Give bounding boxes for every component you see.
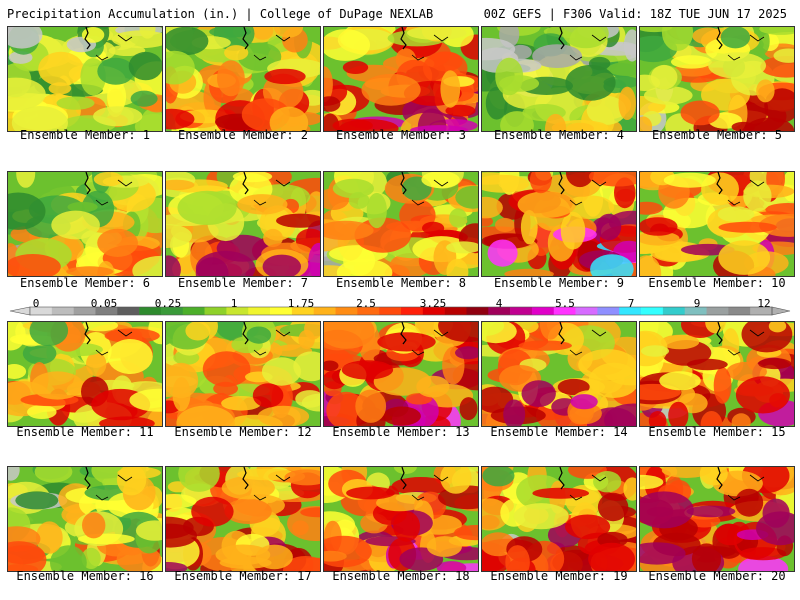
colorbar-swatch	[51, 307, 74, 315]
colorbar-swatch	[95, 307, 118, 315]
precip-map	[481, 466, 637, 572]
precip-map	[7, 321, 163, 427]
ensemble-member-label: Ensemble Member: 14	[490, 425, 628, 439]
ensemble-member-label: Ensemble Member: 4	[493, 128, 625, 142]
ensemble-member-label: Ensemble Member: 7	[177, 276, 309, 290]
colorbar-swatch	[160, 307, 184, 315]
ensemble-member-label: Ensemble Member: 8	[335, 276, 467, 290]
ensemble-member-label: Ensemble Member: 9	[493, 276, 625, 290]
colorbar-swatch	[510, 307, 533, 315]
ensemble-member-label: Ensemble Member: 11	[16, 425, 154, 439]
map-title: Precipitation Accumulation (in.) | Colle…	[7, 7, 434, 21]
ensemble-member-label: Ensemble Member: 16	[16, 569, 154, 583]
colorbar-tick-label: 0	[32, 297, 40, 310]
ensemble-member-label: Ensemble Member: 2	[177, 128, 309, 142]
precip-map	[323, 171, 479, 277]
precip-map	[481, 321, 637, 427]
colorbar-swatch	[139, 307, 162, 315]
colorbar-tick-label: 1	[230, 297, 238, 310]
colorbar-swatch	[619, 307, 642, 315]
colorbar-tick-label: 1.75	[287, 297, 315, 310]
precip-map	[323, 26, 479, 132]
colorbar-max-arrow	[771, 306, 791, 316]
colorbar-swatch	[531, 307, 555, 315]
ensemble-member-label: Ensemble Member: 19	[490, 569, 628, 583]
colorbar-swatch	[313, 307, 336, 315]
precip-map	[165, 26, 321, 132]
colorbar-tick-label: 7	[627, 297, 635, 310]
colorbar-tick-label: 0.05	[90, 297, 118, 310]
ensemble-member-label: Ensemble Member: 18	[332, 569, 470, 583]
colorbar-tick-label: 9	[693, 297, 701, 310]
colorbar-swatch	[204, 307, 227, 315]
ensemble-member-label: Ensemble Member: 15	[648, 425, 786, 439]
colorbar-swatch	[553, 307, 576, 315]
ensemble-member-label: Ensemble Member: 17	[174, 569, 312, 583]
colorbar-swatch	[401, 307, 424, 315]
colorbar-swatch	[750, 307, 773, 315]
ensemble-member-label: Ensemble Member: 20	[648, 569, 786, 583]
colorbar-swatch	[117, 307, 140, 315]
colorbar-swatch	[73, 307, 96, 315]
precip-map	[323, 321, 479, 427]
colorbar-swatch	[270, 307, 293, 315]
ensemble-member-label: Ensemble Member: 6	[19, 276, 151, 290]
ensemble-member-label: Ensemble Member: 5	[651, 128, 783, 142]
colorbar-swatch	[422, 307, 445, 315]
colorbar-tick-label: 5.5	[555, 297, 575, 310]
colorbar-swatch	[684, 307, 707, 315]
colorbar-tick-label: 0.25	[154, 297, 182, 310]
precip-map	[639, 321, 795, 427]
colorbar-swatch	[444, 307, 467, 315]
precip-map	[481, 26, 637, 132]
colorbar-tick-label: 12	[757, 297, 771, 310]
colorbar-swatch	[488, 307, 511, 315]
ensemble-member-label: Ensemble Member: 3	[335, 128, 467, 142]
colorbar-swatch	[641, 307, 664, 315]
precip-map	[7, 171, 163, 277]
ensemble-member-label: Ensemble Member: 12	[174, 425, 312, 439]
colorbar-swatch	[357, 307, 380, 315]
colorbar-tick-label: 2.5	[356, 297, 376, 310]
colorbar-swatch	[597, 307, 620, 315]
colorbar-swatch	[226, 307, 249, 315]
colorbar-min-arrow	[9, 306, 31, 316]
colorbar-swatch	[30, 307, 53, 315]
precip-map	[481, 171, 637, 277]
colorbar-swatch	[728, 307, 751, 315]
precip-map	[165, 321, 321, 427]
precip-map	[165, 171, 321, 277]
colorbar-swatch	[335, 307, 358, 315]
colorbar-swatch	[706, 307, 729, 315]
precip-colorbar	[9, 306, 791, 316]
colorbar-swatch	[466, 307, 489, 315]
colorbar-swatch	[575, 307, 598, 315]
precip-map	[7, 466, 163, 572]
model-run-valid-time: 00Z GEFS | F306 Valid: 18Z TUE JUN 17 20…	[483, 7, 787, 21]
colorbar-swatch	[662, 307, 685, 315]
ensemble-member-label: Ensemble Member: 10	[648, 276, 786, 290]
colorbar-swatch	[248, 307, 271, 315]
precip-map	[165, 466, 321, 572]
precip-map	[639, 466, 795, 572]
colorbar-tick-label: 3.25	[419, 297, 447, 310]
colorbar-swatch	[182, 307, 205, 315]
colorbar-swatch	[291, 307, 314, 315]
colorbar-tick-label: 4	[495, 297, 503, 310]
colorbar-swatch	[379, 307, 402, 315]
ensemble-member-label: Ensemble Member: 1	[19, 128, 151, 142]
precip-map	[639, 171, 795, 277]
precip-map	[639, 26, 795, 132]
precip-map	[7, 26, 163, 132]
precip-map	[323, 466, 479, 572]
ensemble-member-label: Ensemble Member: 13	[332, 425, 470, 439]
